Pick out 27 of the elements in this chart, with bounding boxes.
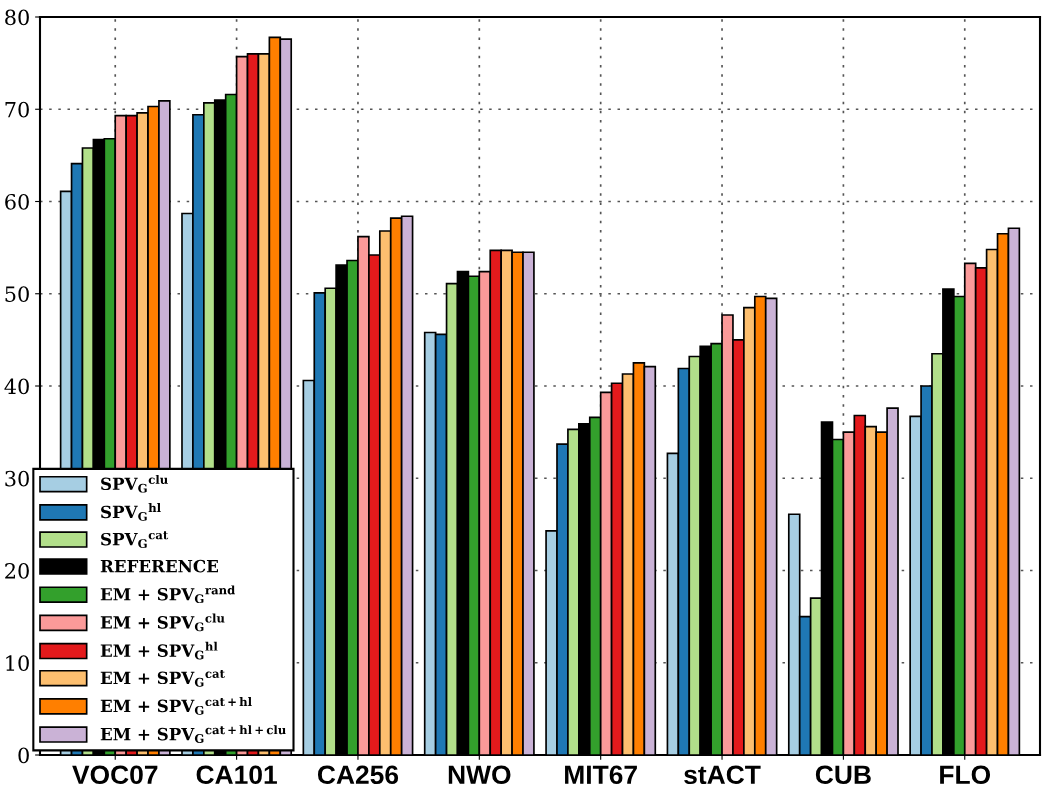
legend-label: EM + SPV$_{G}$$^{cat+hl}$ [100,697,252,715]
legend-label: EM + SPV$_{G}$$^{rand}$ [100,585,235,604]
x-tick-label: stACT [684,765,761,785]
x-tick-label: MIT67 [565,765,637,785]
x-tick-label: CA256 [317,765,399,785]
legend-label: SPV$_{G}$$^{cat}$ [101,531,169,549]
x-tick-label: NWO [448,765,511,785]
legend-label: SPV$_{G}$$^{clu}$ [101,474,168,493]
y-tick-label: 60 [5,193,29,210]
y-tick-label: 10 [6,655,29,671]
x-tick-label: CA101 [196,765,277,785]
legend-label: EM + SPV$_{G}$$^{hl}$ [100,641,218,660]
y-tick-label: 40 [4,378,29,395]
x-tick-label: VOC07 [72,765,158,785]
legend-label: EM + SPV$_{G}$$^{clu}$ [100,613,225,632]
y-tick-label: 30 [5,470,29,487]
legend-label: SPV$_{G}$$^{hl}$ [101,503,161,521]
y-tick-label: 50 [5,286,29,302]
legend-label: EM + SPV$_{G}$$^{cat}$ [100,669,225,687]
legend-label: REFERENCE [100,559,218,573]
legend-label: EM + SPV$_{G}$$^{cat+hl+clu}$ [100,725,286,743]
y-tick-label: 0 [18,747,29,764]
x-tick-label: CUB [815,765,871,785]
y-tick-label: 20 [5,562,29,579]
y-tick-label: 70 [5,101,29,118]
y-tick-label: 80 [5,9,29,26]
x-tick-label: FLO [940,765,991,785]
